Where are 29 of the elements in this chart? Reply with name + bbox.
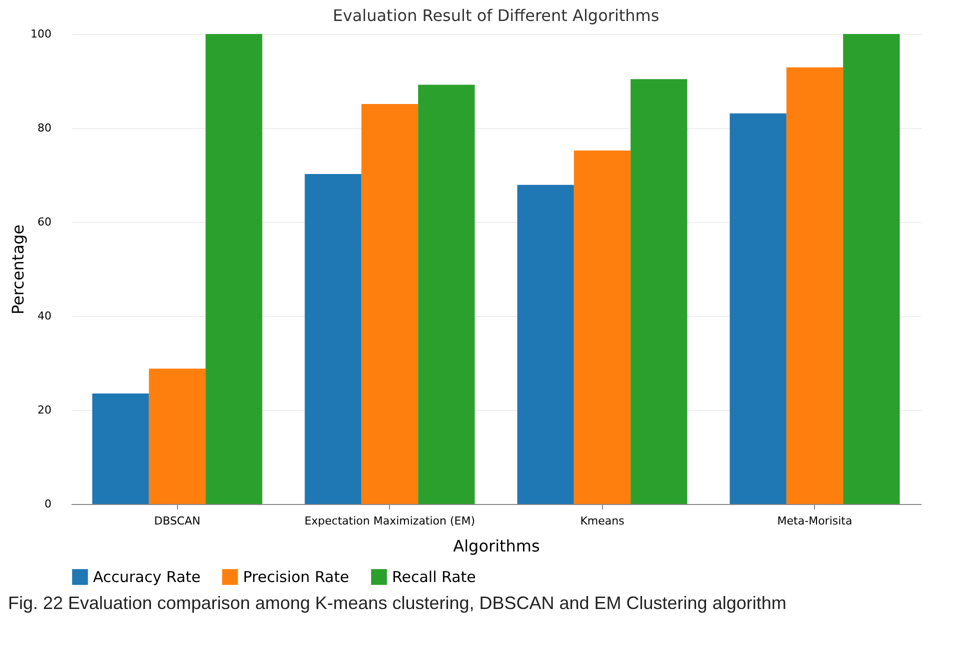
y-tick-label: 20 bbox=[38, 404, 52, 416]
x-axis-title: Algorithms bbox=[453, 536, 540, 556]
bar bbox=[418, 84, 475, 504]
x-tick-label: Expectation Maximization (EM) bbox=[304, 514, 476, 528]
x-tick-label: DBSCAN bbox=[154, 514, 200, 528]
bar bbox=[92, 394, 149, 504]
bar bbox=[206, 34, 262, 504]
legend-label: Accuracy Rate bbox=[93, 568, 201, 586]
y-tick-label: 60 bbox=[38, 216, 52, 228]
bar bbox=[786, 67, 844, 504]
x-tick-label: Meta-Morisita bbox=[777, 514, 852, 528]
bar bbox=[304, 174, 362, 504]
caption: Fig. 22 Evaluation comparison among K-means clustering, DBSCAN and EM Clustering algorithm bbox=[8, 593, 788, 614]
legend-label: Recall Rate bbox=[392, 568, 476, 586]
y-tick-label: 0 bbox=[44, 498, 52, 510]
bar bbox=[361, 104, 418, 504]
y-tick-label: 80 bbox=[38, 122, 52, 134]
chart-title: Evaluation Result of Different Algorithms bbox=[332, 6, 660, 25]
y-axis-title: Percentage bbox=[8, 224, 28, 315]
bar bbox=[730, 113, 786, 504]
y-tick-label: 40 bbox=[38, 310, 52, 322]
y-tick-label: 100 bbox=[30, 28, 52, 40]
bar bbox=[630, 79, 688, 504]
bar bbox=[843, 34, 900, 504]
bar bbox=[148, 368, 206, 504]
bar bbox=[574, 150, 631, 504]
bar bbox=[517, 184, 574, 504]
legend-label: Precision Rate bbox=[243, 568, 350, 586]
x-tick-label: Kmeans bbox=[580, 514, 625, 528]
